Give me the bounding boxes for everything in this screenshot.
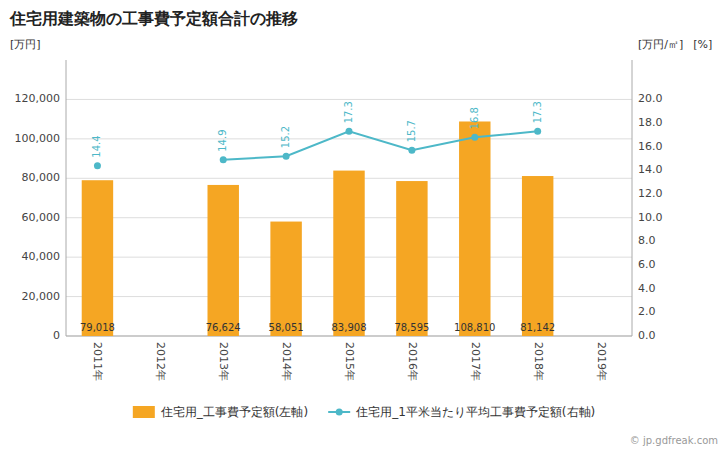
y-tick-label: 40,000 [22,250,61,263]
y2-tick-label: 2.0 [638,305,656,318]
line-label: 14.9 [217,129,228,151]
y2-tick-label: 14.0 [638,163,663,176]
bar-label: 79,018 [80,322,115,333]
line-marker [408,147,415,154]
x-tick-label: 2013年 [217,342,230,381]
y2-axis-label: [万円/㎡] [638,38,683,51]
line-label: 14.4 [91,135,102,157]
y-tick-label: 100,000 [15,132,61,145]
y-axis-line [66,60,67,336]
bar-label: 78,595 [394,322,429,333]
bar [82,180,113,336]
bar-label: 83,908 [332,322,367,333]
chart: 住宅用建築物の工事費予定額合計の推移 [万円] [万円/㎡] [%] 0 20,000 40… [0,0,728,450]
bar-label: 76,624 [206,322,241,333]
y2-tick-label: 10.0 [638,211,663,224]
y-tick-label: 0 [53,329,60,342]
y2-tick-label: 0.0 [638,329,656,342]
x-tick-label: 2015年 [343,342,356,381]
line [223,131,537,159]
title: 住宅用建築物の工事費予定額合計の推移 [9,9,298,28]
y-tick-label: 60,000 [22,211,61,224]
y2-axis-line [632,60,633,336]
legend-swatch [133,406,155,418]
x-tick-label: 2017年 [469,342,482,381]
x-tick-label: 2019年 [595,342,608,381]
x-tick-label: 2012年 [154,342,167,381]
y2-tick-label: 8.0 [638,234,656,247]
x-tick-label: 2016年 [406,342,419,381]
y-axis-label: [万円] [10,38,41,51]
line-marker [94,162,101,169]
data-labels: 79,018 76,624 58,051 83,908 78,595 108,810 81,… [80,101,555,333]
marks [82,121,554,336]
line-label: 17.3 [532,101,543,123]
grid-line [66,99,632,100]
bar [208,185,239,336]
line-marker [534,128,541,135]
x-tick-label: 2018年 [532,342,545,381]
legend-label: 住宅用_工事費予定額(左軸) [160,405,308,419]
annotation: © jp.gdfreak.com [630,435,718,446]
y-tick-label: 80,000 [22,171,61,184]
line-label: 17.3 [343,101,354,123]
line-label: 15.7 [406,120,417,142]
bar [522,176,553,336]
y-tick-label: 120,000 [15,92,61,105]
bar [333,171,364,336]
y2-tick-label: 20.0 [638,92,663,105]
line-marker [283,153,290,160]
bar [459,121,490,336]
legend: 住宅用_工事費予定額(左軸) 住宅用_1平米当たり平均工事費予定額(右軸) [133,405,595,419]
bar-label: 81,142 [520,322,555,333]
y2-tick-label: 12.0 [638,187,663,200]
bar-label: 58,051 [269,322,304,333]
legend-label: 住宅用_1平米当たり平均工事費予定額(右軸) [355,405,595,419]
legend-marker [336,409,343,416]
y-tick-label: 20,000 [22,290,61,303]
line-label: 15.2 [280,126,291,148]
grid [66,99,632,336]
line-label: 16.8 [469,107,480,129]
bar-label: 108,810 [454,322,495,333]
grid-line [66,138,632,139]
x-tick-label: 2014年 [280,342,293,381]
line-marker [471,134,478,141]
bar [270,222,301,336]
line-marker [346,128,353,135]
bar [396,181,427,336]
x-tick-label: 2011年 [91,342,104,381]
y2-tick-label: 4.0 [638,282,656,295]
y2-tick-label: 18.0 [638,116,663,129]
y2-axis-label: [%] [693,38,712,51]
y2-tick-label: 6.0 [638,258,656,271]
y2-tick-label: 16.0 [638,140,663,153]
line-marker [220,156,227,163]
